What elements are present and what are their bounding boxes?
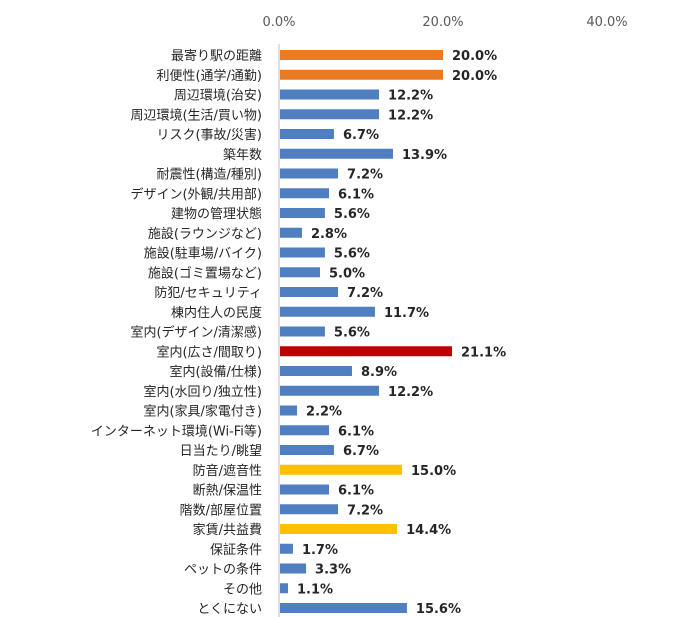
bars: [280, 50, 453, 613]
category-label: 棟内住人の民度: [171, 305, 262, 321]
bar-value-label: 14.4%: [406, 523, 451, 538]
bar: [280, 583, 289, 594]
category-label: 日当たり/眺望: [180, 443, 262, 459]
category-label: リスク(事故/災害): [156, 127, 262, 143]
bar-value-label: 12.2%: [388, 385, 433, 400]
bar: [280, 405, 298, 416]
category-label: 断熱/保温性: [193, 484, 262, 499]
bar: [280, 247, 325, 258]
bar-value-label: 15.6%: [416, 602, 461, 617]
bar-value-label: 6.7%: [343, 128, 379, 143]
bar: [280, 385, 380, 396]
bar: [280, 227, 302, 238]
bar: [280, 267, 320, 278]
bar: [280, 563, 307, 574]
bar-value-label: 20.0%: [452, 49, 497, 64]
bar-value-label: 2.8%: [311, 227, 347, 242]
bar-value-label: 6.1%: [338, 187, 374, 202]
bar: [280, 464, 402, 475]
bar: [280, 346, 453, 357]
category-label: 家賃/共益費: [193, 522, 262, 538]
bar-value-label: 12.2%: [388, 108, 433, 123]
bar-value-label: 1.7%: [302, 543, 338, 558]
category-label: 階数/部屋位置: [180, 503, 262, 518]
bar-value-label: 15.0%: [411, 464, 456, 479]
bar: [280, 188, 330, 199]
category-label: 築年数: [223, 148, 262, 163]
bar: [280, 109, 380, 120]
category-label: 防音/遮音性: [193, 463, 262, 479]
bar-value-label: 12.2%: [388, 89, 433, 104]
bar: [280, 89, 380, 100]
bar: [280, 148, 393, 159]
bar: [280, 69, 443, 80]
bar: [280, 366, 352, 376]
category-label: 保証条件: [210, 542, 262, 558]
bar: [280, 326, 325, 337]
category-label: 最寄り駅の距離: [171, 48, 262, 64]
category-label: 室内(デザイン/清潔感): [130, 325, 262, 341]
category-label: 室内(家具/家電付き): [143, 404, 262, 420]
x-tick-label: 0.0%: [262, 15, 295, 30]
bar-value-label: 3.3%: [315, 563, 351, 578]
bar-value-label: 6.1%: [338, 484, 374, 499]
bar: [280, 484, 330, 495]
bar-value-label: 20.0%: [452, 69, 497, 84]
bar-value-label: 5.0%: [329, 266, 365, 281]
category-label: 利便性(通学/通勤): [156, 68, 262, 84]
category-label: 施設(ラウンジなど): [148, 226, 262, 242]
category-label: 施設(ゴミ置場など): [148, 265, 262, 281]
category-label: その他: [223, 582, 262, 597]
bar: [280, 50, 443, 60]
bar: [280, 543, 293, 554]
bar-value-label: 7.2%: [347, 503, 383, 518]
value-labels: 20.0% 20.0% 12.2% 12.2% 6.7% 13.9% 7.2% 6.1% 5.6…: [297, 49, 506, 617]
bar: [280, 504, 339, 515]
bar-value-label: 13.9%: [402, 148, 447, 163]
bar-value-label: 5.6%: [334, 207, 370, 222]
bar-value-label: 2.2%: [306, 405, 342, 420]
category-label: インターネット環境(Wi-Fi等): [91, 423, 262, 439]
category-label: 室内(広さ/間取り): [156, 344, 262, 360]
category-label: デザイン(外観/共用部): [130, 186, 262, 202]
category-label: 耐震性(構造/種別): [156, 167, 262, 183]
category-label: 防犯/セキュリティ: [154, 285, 262, 301]
bar-value-label: 1.1%: [297, 582, 333, 597]
category-label: 建物の管理状態: [171, 206, 262, 222]
category-label: 施設(駐車場/バイク): [144, 246, 262, 262]
category-label: 周辺環境(生活/買い物): [130, 108, 262, 123]
bar: [280, 287, 339, 297]
x-tick-label: 20.0%: [422, 15, 463, 30]
bar-value-label: 7.2%: [347, 286, 383, 301]
bar-value-label: 6.1%: [338, 424, 374, 439]
bar: [280, 168, 339, 179]
category-label: ペットの条件: [184, 562, 262, 578]
bar: [280, 445, 334, 455]
bar-value-label: 8.9%: [361, 365, 397, 380]
bar: [280, 425, 330, 436]
bar: [280, 208, 325, 218]
bar-value-label: 7.2%: [347, 168, 383, 183]
bar: [280, 603, 407, 613]
bar-value-label: 11.7%: [384, 306, 429, 321]
category-label: とくにない: [197, 602, 262, 617]
bar-value-label: 6.7%: [343, 444, 379, 459]
bar: [280, 129, 334, 139]
x-tick-label: 40.0%: [586, 15, 627, 30]
bar-value-label: 21.1%: [461, 345, 506, 360]
bar: [280, 306, 375, 317]
bar-value-label: 5.6%: [334, 326, 370, 341]
category-label: 室内(水回り/独立性): [143, 384, 262, 400]
x-axis-ticks: 0.0% 20.0% 40.0%: [262, 15, 627, 30]
category-label: 周辺環境(治安): [174, 89, 262, 104]
bar: [280, 524, 398, 534]
category-label: 室内(設備/仕様): [169, 364, 262, 380]
bar-value-label: 5.6%: [334, 247, 370, 262]
